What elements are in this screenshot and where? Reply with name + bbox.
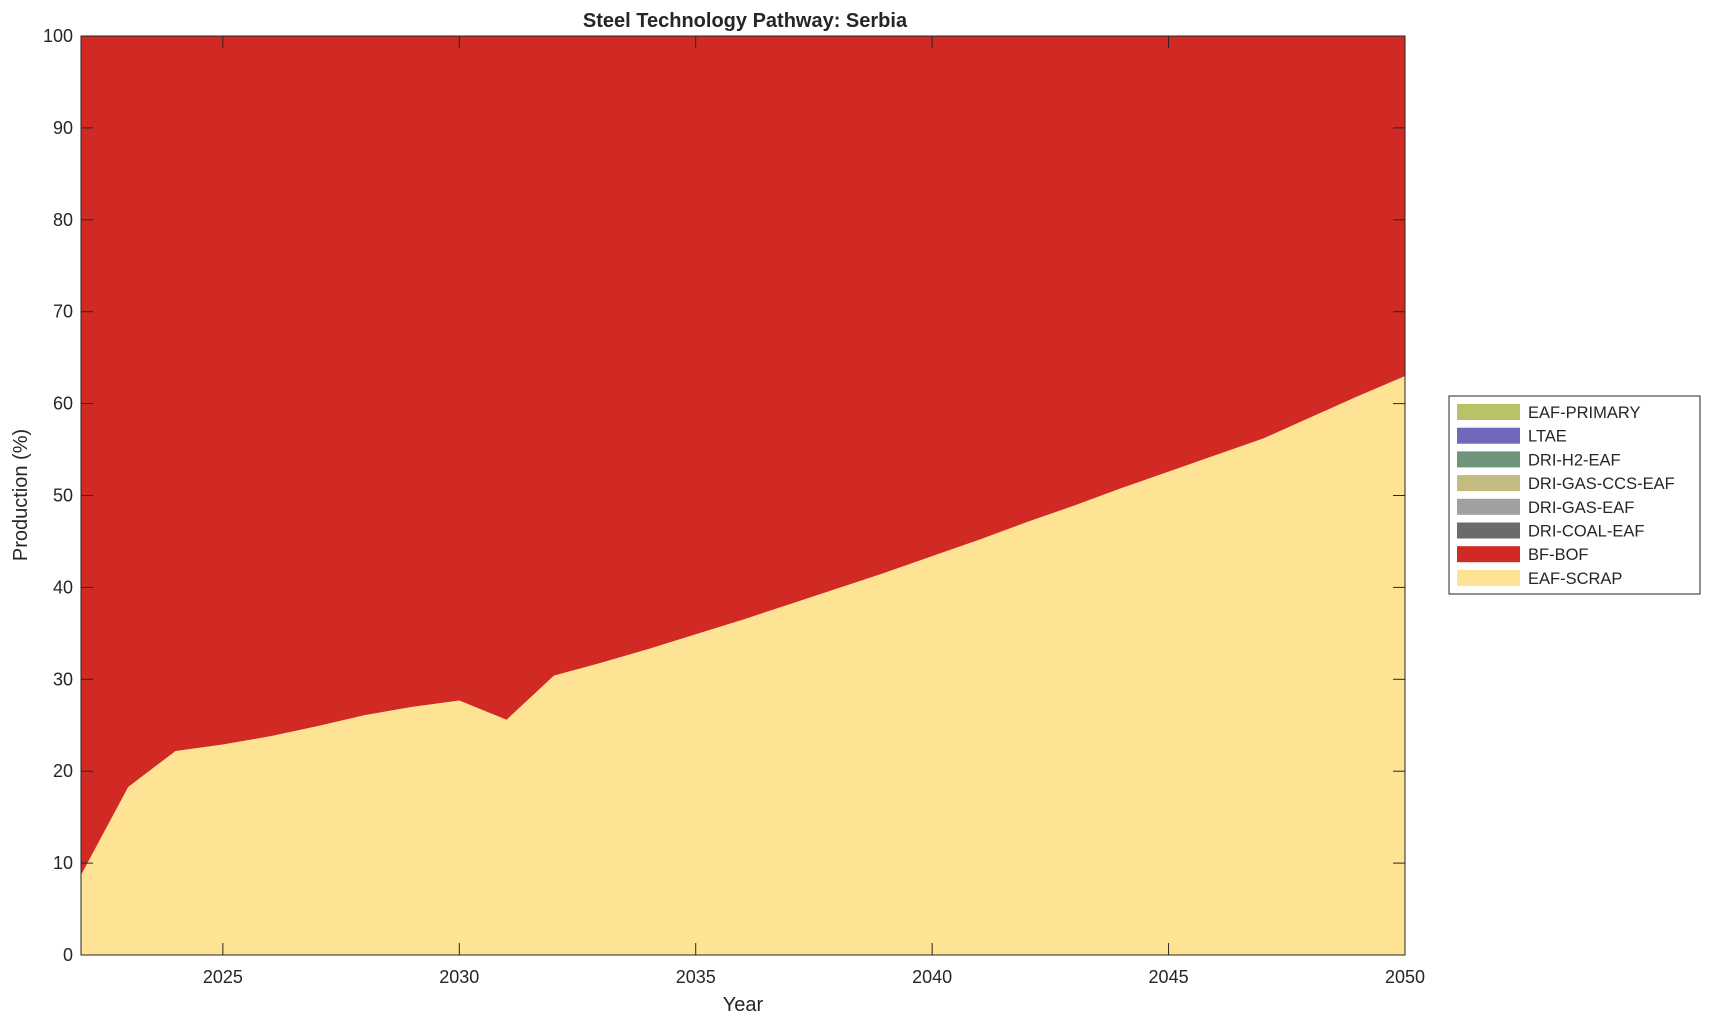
legend-label-dri-gas-ccs-eaf: DRI-GAS-CCS-EAF	[1528, 475, 1675, 493]
y-tick-label-60: 60	[53, 394, 73, 414]
y-tick-label-70: 70	[53, 302, 73, 322]
x-tick-label-2025: 2025	[203, 967, 243, 987]
y-tick-label-0: 0	[63, 945, 73, 965]
x-tick-label-2040: 2040	[912, 967, 952, 987]
y-tick-label-90: 90	[53, 118, 73, 138]
legend-label-bf-bof: BF-BOF	[1528, 546, 1589, 564]
legend-label-dri-coal-eaf: DRI-COAL-EAF	[1528, 523, 1644, 541]
y-tick-label-100: 100	[43, 26, 73, 46]
legend-box	[1448, 395, 1701, 595]
legend-label-eaf-primary: EAF-PRIMARY	[1528, 404, 1640, 422]
x-tick-label-2030: 2030	[439, 967, 479, 987]
area-layers	[81, 36, 1405, 955]
x-tick-label-2035: 2035	[676, 967, 716, 987]
area-eaf-scrap	[81, 376, 1405, 955]
y-tick-label-50: 50	[53, 486, 73, 506]
y-axis-label: Production (%)	[10, 429, 32, 561]
y-tick-label-20: 20	[53, 761, 73, 781]
legend-swatch-eaf-primary	[1457, 404, 1520, 420]
x-tick-label-2050: 2050	[1385, 967, 1425, 987]
x-axis: 2025 2030 2035 2040 2045 2050	[203, 36, 1425, 987]
legend: EAF-PRIMARY LTAE DRI-H2-EAF DRI-GAS-CCS-EAF…	[1448, 395, 1701, 595]
x-tick-label-2045: 2045	[1149, 967, 1189, 987]
y-tick-label-80: 80	[53, 210, 73, 230]
legend-label-ltae: LTAE	[1528, 428, 1567, 446]
chart-title: Steel Technology Pathway: Serbia	[583, 10, 908, 32]
legend-swatch-dri-gas-eaf	[1457, 498, 1520, 515]
area-bf-bof	[81, 36, 1405, 876]
legend-swatch-bf-bof	[1457, 546, 1520, 563]
y-axis: 0 10 20 30 40 50 60 70 80 90 100	[43, 26, 1405, 965]
x-axis-label: Year	[723, 994, 764, 1016]
legend-swatch-ltae	[1457, 427, 1520, 444]
legend-swatch-dri-gas-ccs-eaf	[1457, 475, 1520, 492]
y-tick-label-10: 10	[53, 853, 73, 873]
legend-label-dri-gas-eaf: DRI-GAS-EAF	[1528, 499, 1634, 517]
y-tick-label-40: 40	[53, 577, 73, 597]
legend-swatch-dri-h2-eaf	[1457, 451, 1520, 468]
legend-swatch-dri-coal-eaf	[1457, 522, 1520, 539]
legend-label-dri-h2-eaf: DRI-H2-EAF	[1528, 451, 1621, 469]
legend-swatch-eaf-scrap	[1457, 569, 1520, 586]
legend-label-eaf-scrap: EAF-SCRAP	[1528, 570, 1622, 588]
y-tick-label-30: 30	[53, 669, 73, 689]
